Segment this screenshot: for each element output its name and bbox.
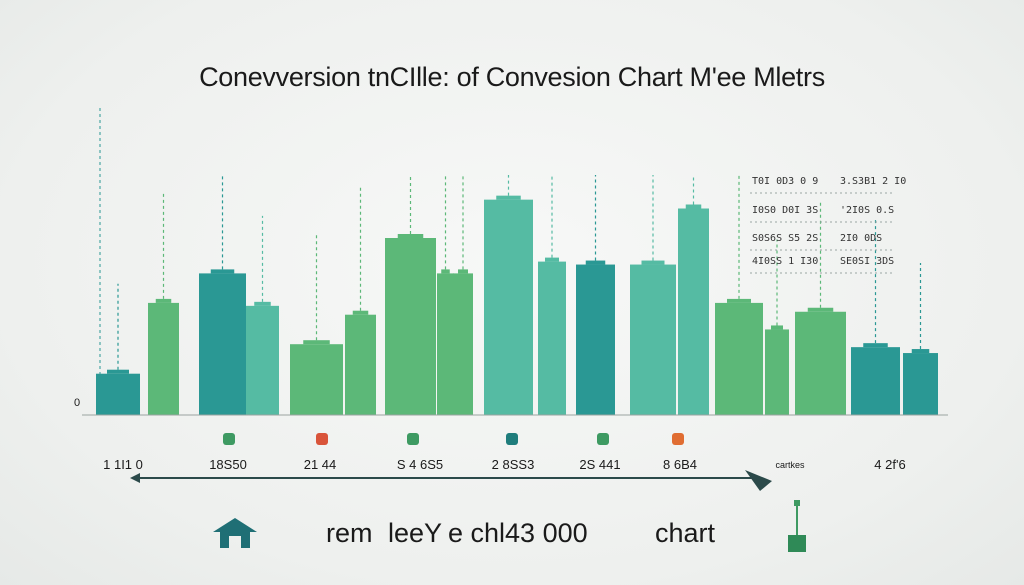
- legend-entry-right: 3.S3B1 2 I0: [840, 176, 907, 187]
- bar-cap: [352, 310, 369, 315]
- arrow-left-head: [130, 473, 140, 483]
- bar: [678, 208, 709, 415]
- bar: [903, 353, 938, 415]
- x-tick-label: cartkes: [775, 460, 805, 470]
- bar: [199, 273, 246, 415]
- category-icons: [223, 433, 684, 445]
- bar: [437, 273, 454, 415]
- legend-entry-right: 2I0 0DS: [840, 233, 883, 244]
- legend-dashes: [750, 192, 895, 274]
- legend-entry-left: 4I0SS 1 I30: [752, 256, 819, 267]
- house-icon: [213, 518, 257, 548]
- footer-text-4: chart: [655, 518, 716, 548]
- bar-cap: [685, 204, 702, 209]
- bar-cap: [807, 307, 834, 312]
- bar-cap: [496, 195, 521, 200]
- bar-cap: [155, 298, 172, 303]
- calendar-icon: [407, 433, 419, 445]
- bar: [576, 264, 615, 415]
- x-tick-label: S 4 6S5: [396, 457, 444, 472]
- bar: [715, 302, 763, 415]
- bar-cap: [254, 301, 271, 306]
- bar: [345, 314, 376, 415]
- bar-cap: [397, 234, 424, 238]
- x-tick-label: 2S 441: [579, 457, 621, 472]
- bar-cap: [107, 369, 129, 374]
- chart-title: Conevversion tnCIlle: of Convesion Chart…: [199, 62, 825, 92]
- bar: [484, 199, 533, 415]
- bar-cap: [771, 325, 783, 330]
- bar: [851, 347, 900, 415]
- bar: [630, 264, 676, 415]
- footer-text-2: leeY: [388, 518, 443, 548]
- footer-text-3: e chl43 000: [448, 518, 588, 548]
- bar: [538, 261, 566, 415]
- legend-entry-left: S0S6S S5 2S: [752, 233, 819, 244]
- x-tick-label: 18S50: [209, 457, 247, 472]
- bar-cap: [545, 257, 559, 262]
- bar-cap: [585, 260, 606, 265]
- bar-cap: [863, 343, 888, 348]
- bar: [96, 373, 140, 415]
- x-tick-label: 21 44: [303, 457, 337, 472]
- bar: [290, 344, 343, 415]
- x-tick-label: 2 8SS3: [491, 457, 535, 472]
- tag-icon: [672, 433, 684, 445]
- x-tick-label: 1 1I1 0: [103, 457, 143, 472]
- pointer-icon: [788, 500, 806, 552]
- arrow-right-head: [745, 470, 772, 491]
- x-tick-label: 4 2f'6: [874, 457, 906, 472]
- bar-series: [96, 195, 938, 415]
- bar-cap: [641, 260, 665, 265]
- legend-entry-left: T0I 0D3 0 9: [752, 176, 819, 187]
- flame-icon: [316, 433, 328, 445]
- bar-cap: [911, 349, 930, 354]
- footer-text-1: rem: [326, 518, 373, 548]
- bar: [385, 238, 436, 415]
- clipboard-icon: [506, 433, 518, 445]
- bar: [765, 329, 789, 415]
- compass-icon: [597, 433, 609, 445]
- bar-cap: [210, 269, 235, 274]
- legend-entry-right: '2I0S 0.S: [840, 205, 895, 216]
- bar: [246, 305, 279, 415]
- bar: [453, 273, 473, 415]
- legend-entry-left: I0S0 D0I 3S: [752, 205, 819, 216]
- legend-entry-right: SE0SI 3DS: [840, 256, 895, 267]
- bar-cap: [303, 340, 330, 345]
- bar-cap: [441, 269, 450, 274]
- bar-cap: [458, 269, 468, 274]
- y-tick-label: 0: [74, 397, 81, 409]
- bar-cap: [727, 298, 751, 303]
- map-pin-icon: [223, 433, 235, 445]
- bar: [148, 302, 179, 415]
- dashed-guide-lines: [99, 108, 922, 400]
- x-tick-label: 8 6B4: [663, 457, 697, 472]
- bar: [795, 311, 846, 415]
